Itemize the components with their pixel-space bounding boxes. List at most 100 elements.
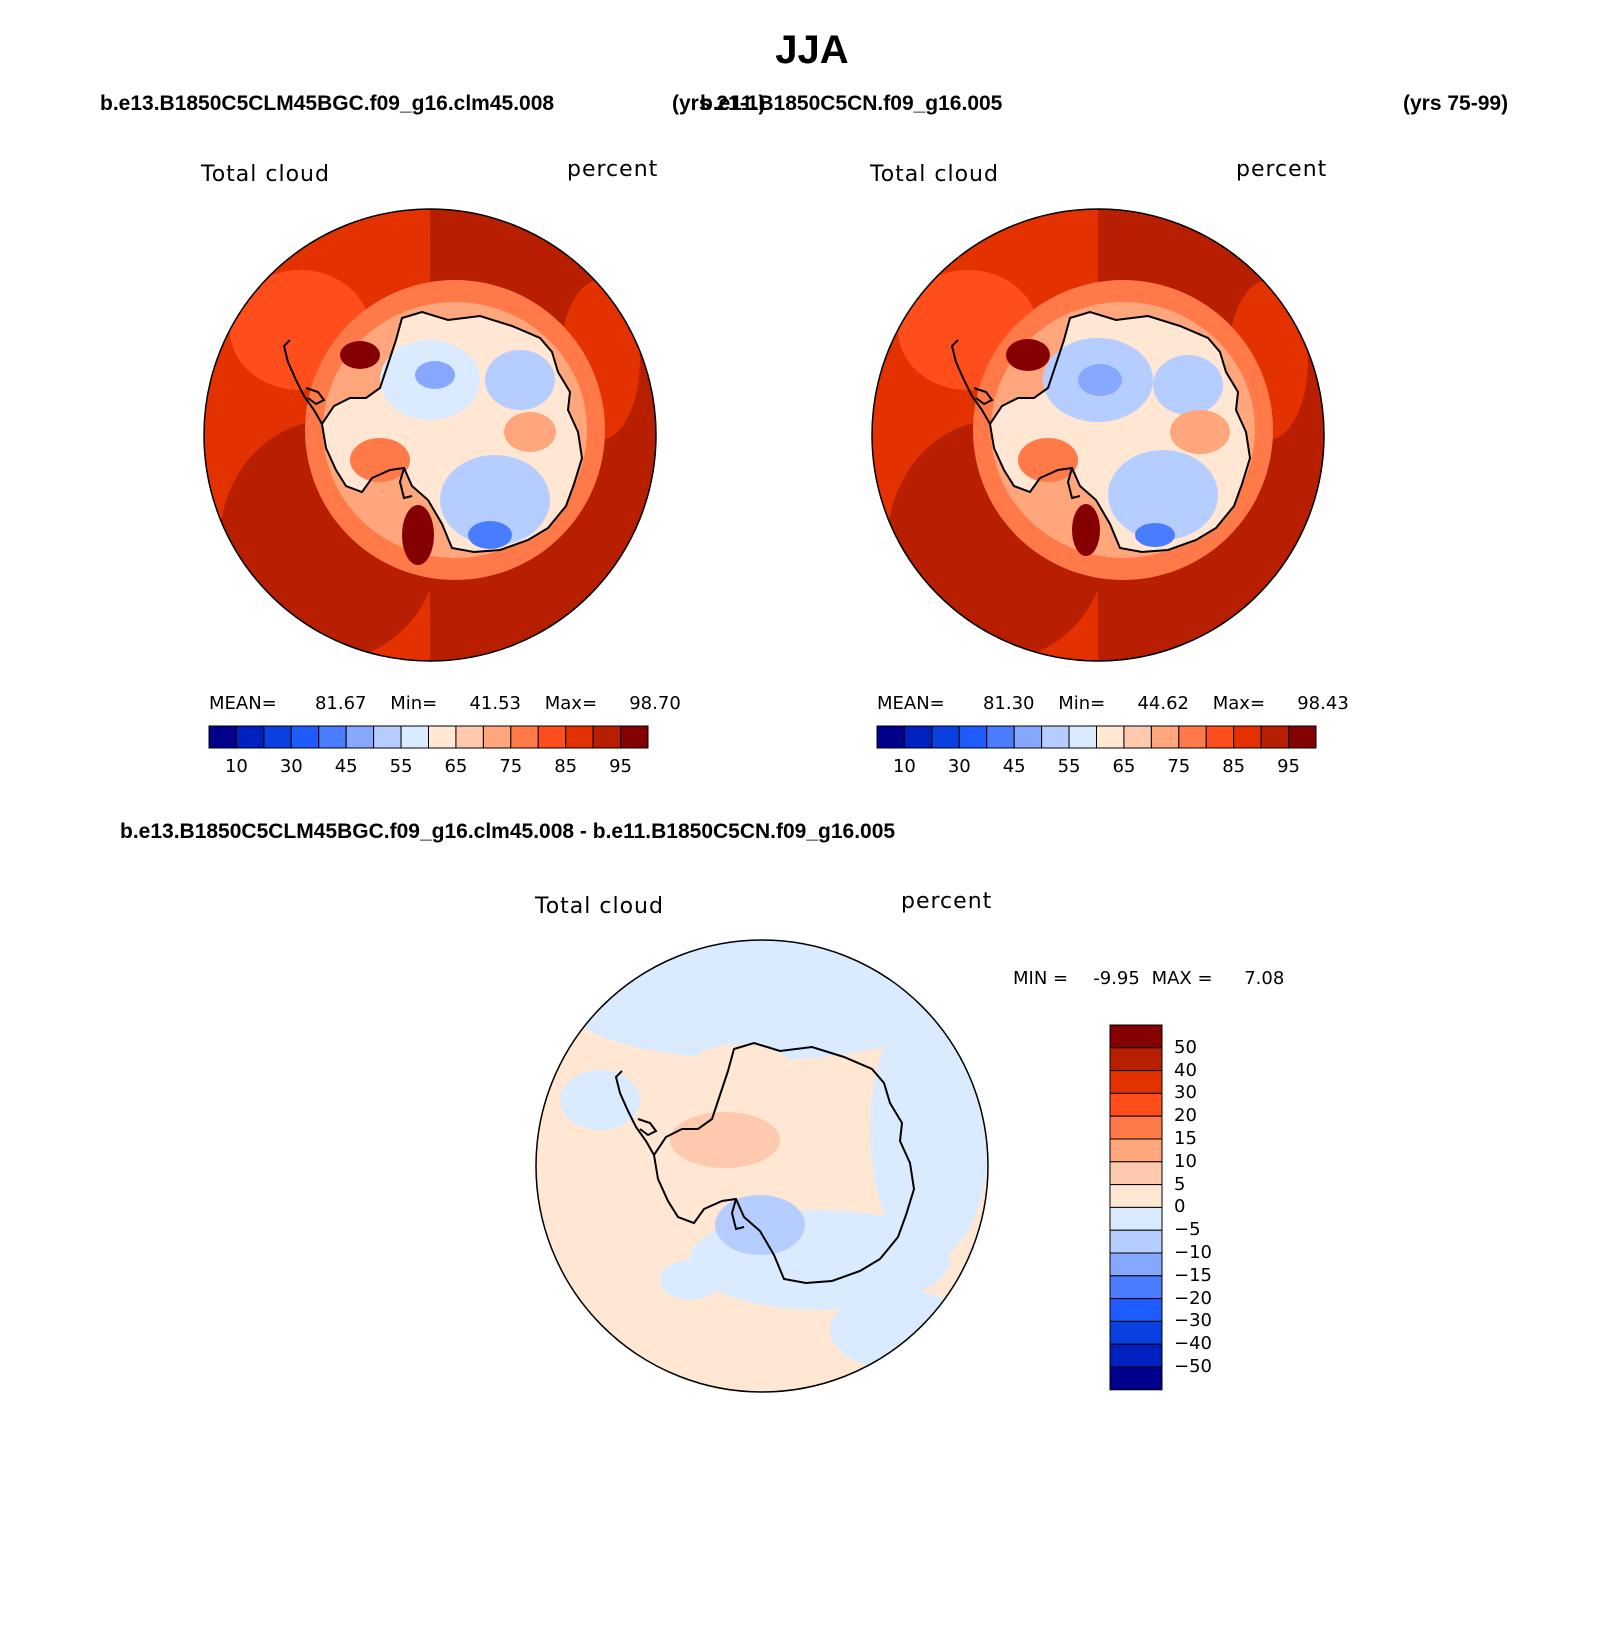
colorbar-box (1109, 1320, 1163, 1345)
diff-max-value: 7.08 (1244, 968, 1285, 989)
mean-label: MEAN= (877, 693, 945, 714)
colorbar-box (620, 725, 649, 749)
colorbar-tick-label: 75 (1167, 756, 1191, 777)
map-panel-difference (536, 940, 988, 1392)
variable-label-right: Total cloud (870, 162, 999, 187)
colorbar-box (1109, 1161, 1163, 1186)
colorbar-tick-label: −50 (1174, 1356, 1212, 1377)
colorbar-tick-label: 45 (1002, 756, 1026, 777)
colorbar-tick-label: 65 (1112, 756, 1136, 777)
colorbar-box (482, 725, 512, 749)
units-label-left: percent (567, 157, 659, 182)
colorbar-box (1109, 1229, 1163, 1254)
colorbar-tick-label: 20 (1174, 1105, 1197, 1127)
colorbar-box (958, 725, 988, 749)
colorbar-tick-label: 30 (1174, 1082, 1197, 1104)
colorbar-tick-label: 85 (1222, 756, 1246, 777)
variable-label-difference: Total cloud (535, 894, 664, 919)
colorbar-box (1013, 725, 1043, 749)
colorbar-box (373, 725, 402, 749)
colorbar-box (400, 725, 429, 749)
colorbar-tick-label: −10 (1174, 1242, 1212, 1263)
colorbar-box (1109, 1138, 1163, 1163)
colorbar-box (1109, 1092, 1163, 1117)
main-title: JJA (775, 28, 849, 72)
mean-value: 81.30 (982, 693, 1035, 714)
colorbar-box (903, 725, 933, 749)
map-panel-left (204, 209, 656, 661)
colorbar-left (208, 725, 649, 749)
colorbar-box (1260, 725, 1290, 749)
colorbar-tick-label: −15 (1174, 1264, 1212, 1286)
mean-value: 81.67 (314, 693, 367, 714)
colorbar-tick-label: 10 (1174, 1150, 1197, 1172)
colorbar-box (1288, 725, 1317, 749)
colorbar-tick-label: 50 (1174, 1036, 1197, 1058)
colorbar-box (510, 725, 539, 749)
colorbar-box (1109, 1024, 1163, 1049)
max-value: 98.43 (1297, 693, 1349, 714)
units-label-right: percent (1236, 157, 1328, 182)
colorbar-box (1109, 1070, 1163, 1094)
colorbar-box (1109, 1275, 1163, 1300)
colorbar-box (208, 725, 237, 749)
case-title-right: b.e11.B1850C5CN.f09_g16.005 (700, 92, 1003, 115)
difference-title: b.e13.B1850C5CLM45BGC.f09_g16.clm45.008 … (120, 820, 896, 843)
colorbar-tick-label: 75 (499, 756, 523, 777)
colorbar-box (1123, 725, 1152, 749)
colorbar-box (1233, 725, 1262, 749)
colorbar-box (592, 725, 622, 749)
colorbar-tick-label: 55 (389, 756, 413, 777)
min-value: 44.62 (1137, 693, 1189, 714)
max-label: Max= (1212, 693, 1266, 714)
colorbar-box (1041, 725, 1070, 749)
colorbar-box (455, 725, 484, 749)
colorbar-box (1109, 1252, 1163, 1277)
colorbar-tick-label: 30 (947, 756, 971, 777)
colorbar-box (876, 725, 905, 749)
years-right: (yrs 75-99) (1403, 92, 1509, 115)
colorbar-tick-label: 5 (1174, 1173, 1186, 1195)
colorbar-box (345, 725, 375, 749)
diff-min-label: MIN = (1013, 968, 1069, 989)
colorbar-box (428, 725, 457, 749)
diff-min-value: -9.95 (1093, 968, 1140, 989)
colorbar-box (1150, 725, 1180, 749)
colorbar-right (876, 725, 1317, 749)
colorbar-tick-label: 30 (279, 756, 303, 777)
colorbar-box (1068, 725, 1097, 749)
colorbar-box (1109, 1115, 1163, 1140)
colorbar-tick-label: −5 (1174, 1219, 1201, 1241)
colorbar-box (1178, 725, 1207, 749)
min-label: Min= (1058, 693, 1106, 714)
colorbar-box (537, 725, 567, 749)
colorbar-box (1096, 725, 1125, 749)
units-label-difference: percent (901, 889, 993, 914)
min-label: Min= (390, 693, 438, 714)
colorbar-tick-label: 95 (1277, 756, 1301, 777)
colorbar-box (1109, 1206, 1163, 1231)
variable-label-left: Total cloud (201, 162, 330, 187)
years-left: (yrs 21-1) (672, 92, 766, 115)
colorbar-box (1109, 1343, 1163, 1368)
colorbar-tick-label: 40 (1174, 1059, 1197, 1081)
colorbar-box (986, 725, 1015, 749)
colorbar-box (290, 725, 320, 749)
colorbar-difference (1109, 1024, 1163, 1391)
colorbar-tick-label: −30 (1174, 1310, 1212, 1332)
mean-label: MEAN= (209, 693, 277, 714)
map-panel-right (872, 209, 1324, 661)
colorbar-box (1109, 1298, 1163, 1322)
colorbar-tick-label: 45 (334, 756, 358, 777)
colorbar-box (931, 725, 960, 749)
colorbar-tick-label: 10 (224, 756, 248, 777)
colorbar-tick-label: 10 (892, 756, 916, 777)
colorbar-box (1109, 1047, 1163, 1072)
colorbar-tick-label: 65 (444, 756, 468, 777)
colorbar-box (318, 725, 347, 749)
diff-max-label: MAX = (1151, 968, 1213, 989)
colorbar-tick-label: 95 (609, 756, 633, 777)
colorbar-box (1109, 1184, 1163, 1208)
colorbar-box (565, 725, 594, 749)
